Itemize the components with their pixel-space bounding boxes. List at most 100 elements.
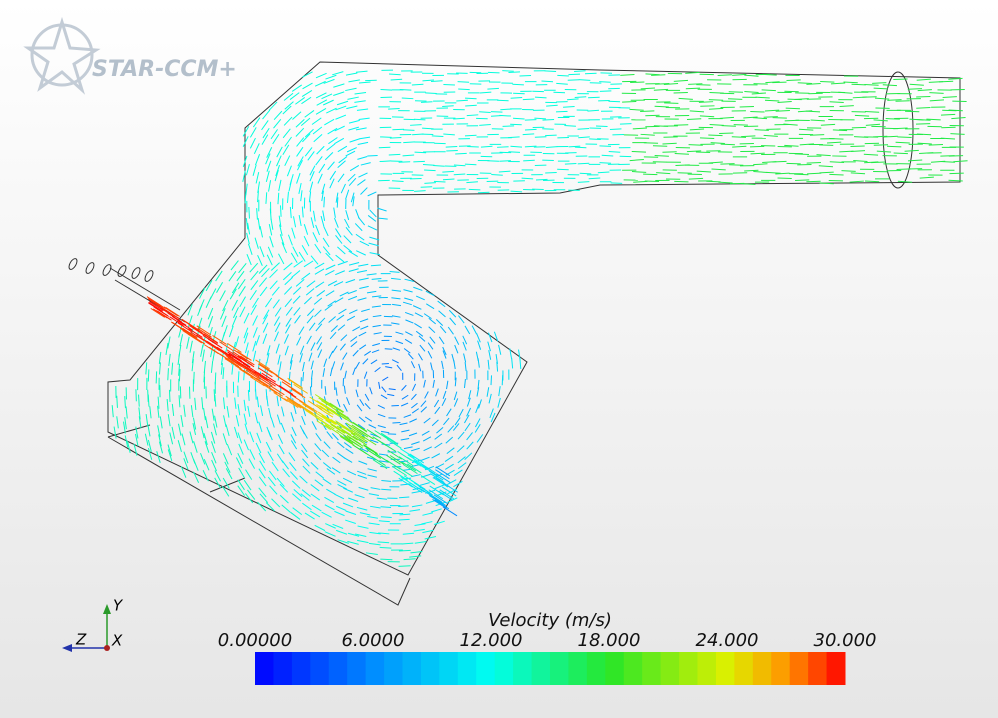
velocity-vector: [458, 82, 470, 83]
velocity-vector: [367, 155, 377, 156]
velocity-vector: [557, 75, 569, 76]
velocity-vector: [556, 111, 568, 112]
velocity-vector: [545, 172, 557, 173]
velocity-vector: [600, 91, 612, 92]
velocity-vector: [337, 197, 338, 207]
velocity-vector: [380, 161, 392, 162]
velocity-vector: [403, 130, 415, 131]
velocity-vector: [497, 147, 509, 148]
velocity-vector: [740, 106, 754, 107]
velocity-vector: [456, 100, 468, 101]
velocity-vector: [168, 368, 169, 380]
colorbar-segment: [476, 652, 495, 685]
velocity-vector: [392, 129, 404, 130]
colorbar-segment: [532, 652, 551, 685]
velocity-vector: [798, 83, 812, 84]
colorbar-segment: [827, 652, 846, 685]
velocity-vector: [503, 126, 515, 127]
triad-x-label: X: [111, 632, 123, 650]
colorbar-title: Velocity (m/s): [488, 610, 612, 631]
velocity-vector: [610, 129, 622, 130]
colorbar-segment: [310, 652, 329, 685]
velocity-vector: [622, 101, 636, 102]
velocity-vector: [929, 145, 943, 146]
colorbar-segment: [384, 652, 403, 685]
velocity-vector: [686, 88, 700, 89]
velocity-vector: [708, 135, 722, 136]
velocity-vector: [465, 98, 477, 99]
velocity-vector: [844, 82, 858, 83]
velocity-vector: [700, 138, 714, 139]
velocity-vector: [678, 173, 692, 174]
velocity-vector: [786, 108, 800, 109]
velocity-vector: [728, 99, 742, 100]
velocity-vector: [786, 80, 800, 81]
velocity-vector: [389, 154, 401, 155]
colorbar-segment: [329, 652, 348, 685]
velocity-vector: [245, 192, 246, 204]
colorbar-segment: [439, 652, 458, 685]
velocity-vector: [446, 147, 458, 148]
velocity-vector: [632, 151, 646, 152]
velocity-vector: [541, 81, 553, 82]
velocity-vector: [442, 171, 454, 172]
velocity-vector: [729, 165, 743, 166]
velocity-vector: [385, 349, 393, 350]
velocity-vector: [399, 566, 411, 567]
velocity-vector: [600, 163, 612, 164]
velocity-vector: [499, 115, 511, 116]
velocity-vector: [465, 135, 477, 136]
velocity-vector: [664, 103, 678, 104]
velocity-vector: [949, 110, 963, 111]
velocity-vector: [139, 395, 140, 407]
velocity-vector: [688, 84, 702, 85]
velocity-vector: [512, 84, 524, 85]
velocity-vector: [523, 99, 535, 100]
velocity-vector: [949, 180, 963, 181]
colorbar-segment: [403, 652, 422, 685]
colorbar-segment: [292, 652, 311, 685]
colorbar-segment: [624, 652, 643, 685]
velocity-vector: [388, 108, 400, 109]
velocity-vector: [536, 179, 548, 180]
colorbar-segment: [550, 652, 569, 685]
velocity-vector: [425, 93, 437, 94]
velocity-vector: [655, 156, 669, 157]
velocity-vector: [421, 187, 433, 188]
colorbar-segment: [753, 652, 772, 685]
colorbar-segment: [587, 652, 606, 685]
colorbar-segment: [568, 652, 587, 685]
velocity-vector: [400, 90, 412, 91]
velocity-vector: [380, 137, 392, 138]
velocity-vector: [410, 125, 422, 126]
colorbar-segment: [716, 652, 735, 685]
triad-z-label: Z: [75, 631, 87, 649]
velocity-vector: [381, 89, 393, 90]
velocity-vector: [431, 81, 443, 82]
velocity-vector: [640, 111, 654, 112]
velocity-vector: [249, 207, 250, 219]
colorbar-segment: [679, 652, 698, 685]
colorbar-segment: [698, 652, 717, 685]
velocity-vector: [662, 143, 676, 144]
colorbar-tick-label: 24.000: [696, 630, 759, 651]
velocity-vector: [784, 91, 798, 92]
velocity-vector: [513, 93, 525, 94]
colorbar-tick-label: 30.000: [814, 630, 877, 651]
velocity-vector: [525, 120, 537, 121]
velocity-vector: [773, 118, 787, 119]
velocity-vector: [442, 106, 454, 107]
colorbar-segment: [790, 652, 809, 685]
velocity-vector: [502, 71, 514, 72]
colorbar-segment: [366, 652, 385, 685]
velocity-vector: [458, 89, 470, 90]
velocity-vector: [399, 162, 411, 163]
velocity-vector: [525, 129, 537, 130]
velocity-vector: [645, 181, 659, 182]
velocity-vector: [399, 550, 411, 551]
velocity-vector: [545, 135, 557, 136]
velocity-vector: [829, 174, 843, 175]
velocity-vector: [424, 170, 436, 171]
velocity-vector: [829, 139, 843, 140]
velocity-vector: [523, 160, 535, 161]
